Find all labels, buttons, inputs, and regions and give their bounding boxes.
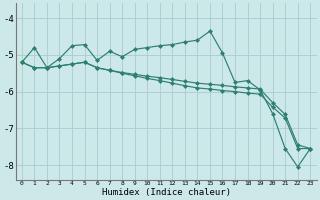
X-axis label: Humidex (Indice chaleur): Humidex (Indice chaleur) xyxy=(101,188,231,197)
